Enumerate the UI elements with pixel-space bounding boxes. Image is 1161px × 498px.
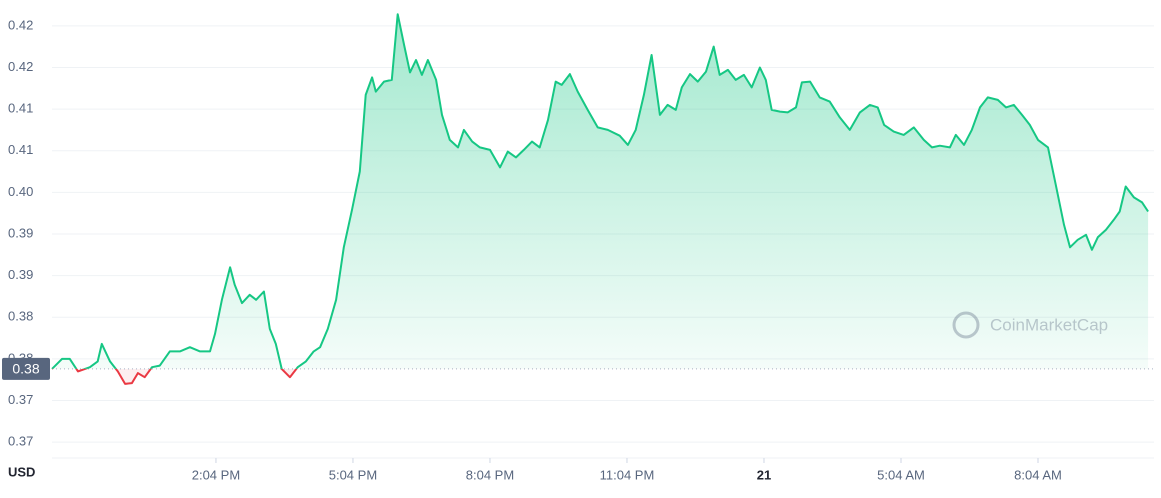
area-layer [52,14,1149,384]
x-tick-label: 5:04 AM [877,467,925,482]
y-tick-label: 0.41 [8,142,33,157]
x-tick-label: 2:04 PM [192,467,240,482]
price-area [52,14,1149,369]
watermark-text: CoinMarketCap [990,315,1108,334]
y-tick-label: 0.39 [8,267,33,282]
y-tick-label: 0.37 [8,392,33,407]
currency-label: USD [8,464,35,479]
price-line [51,13,1149,369]
y-tick-label: 0.42 [8,59,33,74]
x-tick-label: 8:04 AM [1014,467,1062,482]
y-tick-label: 0.37 [8,434,33,449]
reference-label: 0.38 [12,361,39,377]
y-tick-label: 0.42 [8,17,33,32]
x-tick-label: 5:04 PM [329,467,377,482]
line-layer [51,13,1154,385]
y-tick-label: 0.41 [8,101,33,116]
watermark: CoinMarketCap [952,311,1108,339]
labels: 0.42 0.42 0.41 0.41 0.40 0.39 0.39 0.38 0.38 0.37… [2,17,1062,482]
y-tick-label: 0.40 [8,184,33,199]
y-tick-label: 0.38 [8,309,33,324]
y-tick-label: 0.39 [8,225,33,240]
x-tick-label: 8:04 PM [466,467,514,482]
x-tick-label: 21 [757,467,771,482]
x-tick-label: 11:04 PM [600,467,655,482]
reference-label-box [2,357,50,380]
watermark-logo [952,311,980,339]
